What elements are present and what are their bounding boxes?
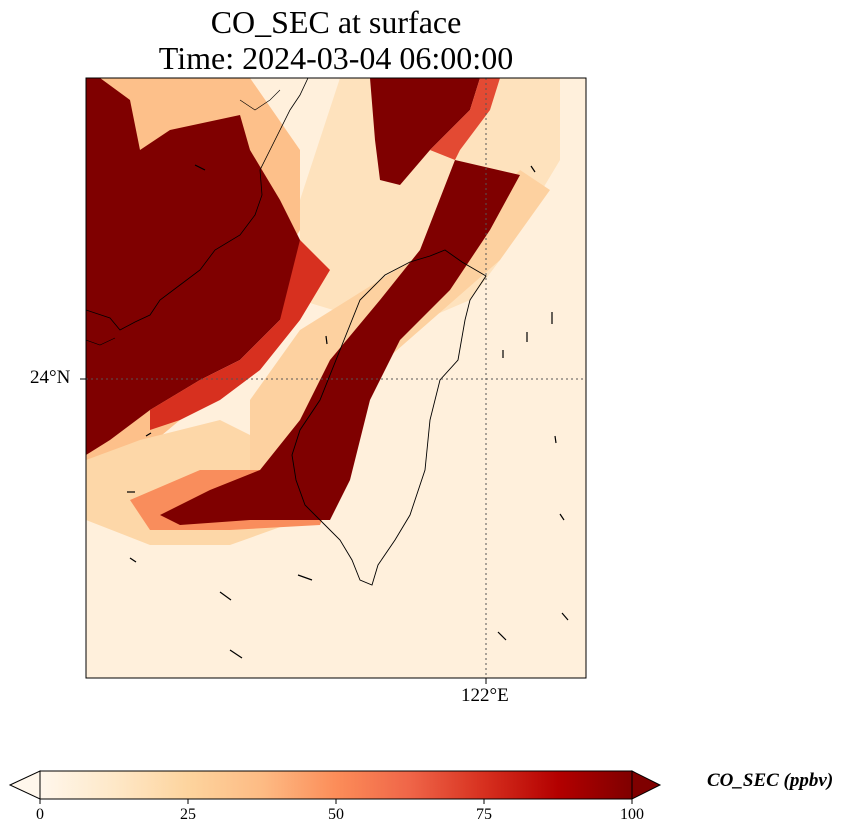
- latitude-tick-label: 24°N: [30, 367, 71, 388]
- colorbar-tick-label: 75: [476, 806, 492, 823]
- plot-title-line1: CO_SEC at surface: [210, 4, 462, 40]
- wind-arrows: [127, 164, 569, 659]
- colorbar-tick-label: 0: [36, 806, 44, 823]
- plume-dark-southeast: [160, 160, 520, 525]
- colorbar-tick-label: 25: [180, 806, 196, 823]
- map-frame: [85, 77, 587, 679]
- plot-title-line2: Time: 2024-03-04 06:00:00: [158, 40, 514, 76]
- plume-red-northeast: [430, 78, 500, 160]
- plume-red-edge: [150, 240, 330, 430]
- plume-light-east: [300, 78, 560, 330]
- mainland-coastline: [86, 78, 309, 331]
- plume-dark-west: [86, 78, 310, 455]
- taiwan-coastline: [291, 249, 487, 586]
- mainland-coastline-inner: [86, 89, 281, 346]
- plume-dark-northeast: [370, 78, 480, 185]
- colorbar-label: CO_SEC (ppbv): [707, 770, 834, 791]
- longitude-tick-label: 122°E: [461, 685, 509, 706]
- colorbar-tick-label: 50: [328, 806, 344, 823]
- colorbar-tick-label: 100: [620, 806, 644, 823]
- concentration-field: [86, 78, 586, 678]
